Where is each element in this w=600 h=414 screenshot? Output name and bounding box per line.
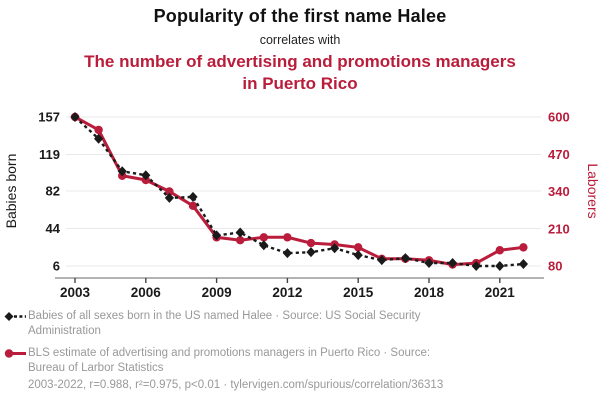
- data-point-diamond: [164, 192, 174, 203]
- data-point-diamond: [424, 258, 434, 269]
- left-axis-title: Babies born: [3, 154, 19, 229]
- legend-label-wrap: Bureau of Larbor Statistics: [28, 361, 164, 374]
- chart-legend: Babies of all sexes born in the US named…: [4, 309, 592, 383]
- chart-area: 2003 2006 2009 2012 2015 2018 2021 157 119 82 44 6 B…: [0, 100, 600, 306]
- x-tick-label: 2015: [343, 285, 374, 300]
- correlates-with-text: correlates with: [259, 33, 341, 47]
- x-tick-label: 2009: [202, 285, 232, 300]
- data-point-diamond: [471, 261, 481, 271]
- data-point-circle: [188, 201, 198, 211]
- data-point-diamond: [188, 191, 198, 202]
- data-point-circle: [495, 246, 504, 255]
- data-point-diamond: [330, 243, 340, 254]
- data-point-diamond: [518, 259, 528, 270]
- data-point-diamond: [94, 133, 104, 144]
- data-point-diamond: [141, 170, 151, 181]
- page-subtitle: The number of advertising and promotions…: [84, 52, 516, 93]
- stats-footer: 2003-2022, r=0.988, r²=0.975, p<0.01 · t…: [28, 379, 444, 391]
- legend-label: BLS estimate of advertising and promotio…: [28, 346, 431, 359]
- data-point-diamond: [306, 247, 316, 258]
- x-tick-label: 2003: [60, 285, 91, 300]
- left-axis: 157 119 82 44 6 Babies born: [3, 110, 61, 274]
- data-point-circle: [306, 238, 316, 248]
- chart-header: Popularity of the first name Halee corre…: [0, 6, 600, 95]
- data-point-circle: [259, 233, 268, 242]
- x-tick-label: 2018: [414, 285, 445, 300]
- data-point-diamond: [377, 255, 387, 266]
- data-point-circle: [354, 243, 363, 252]
- data-point-circle: [94, 125, 103, 135]
- legend-item-babies: Babies of all sexes born in the US named…: [4, 309, 592, 339]
- data-point-diamond: [212, 230, 222, 241]
- right-tick-label: 80: [548, 259, 562, 274]
- x-tick-label: 2021: [485, 285, 516, 300]
- right-tick-label: 210: [548, 221, 570, 236]
- data-point-diamond: [235, 227, 245, 238]
- x-tick-label: 2012: [272, 285, 302, 300]
- data-point-diamond: [70, 112, 80, 122]
- left-tick-label: 119: [39, 147, 60, 162]
- x-axis: 2003 2006 2009 2012 2015 2018 2021: [55, 277, 544, 300]
- legend-label-wrap: Administration: [28, 324, 101, 337]
- data-point-diamond: [117, 166, 127, 177]
- data-point-diamond: [448, 258, 458, 269]
- data-point-diamond: [282, 248, 292, 259]
- data-point-circle: [165, 187, 174, 196]
- legend-item-laborers: BLS estimate of advertising and promotio…: [4, 346, 592, 376]
- right-tick-label: 340: [548, 184, 570, 199]
- data-point-diamond: [400, 253, 410, 264]
- data-point-circle: [236, 236, 245, 245]
- left-tick-label: 44: [46, 221, 61, 236]
- page-title: Popularity of the first name Halee: [153, 6, 447, 26]
- series-babies: [70, 112, 528, 271]
- legend-label: Babies of all sexes born in the US named…: [28, 310, 421, 322]
- right-axis-title: Laborers: [585, 163, 600, 218]
- data-point-circle: [519, 243, 528, 252]
- left-tick-label: 6: [53, 259, 60, 274]
- right-tick-label: 600: [548, 110, 570, 125]
- circle-series-marker-icon: [4, 349, 26, 358]
- left-tick-label: 157: [38, 110, 60, 125]
- data-point-diamond: [259, 240, 269, 251]
- gridlines: [66, 116, 541, 267]
- diamond-series-marker-icon: [4, 312, 26, 321]
- data-point-diamond: [495, 261, 505, 271]
- x-tick-label: 2006: [131, 285, 162, 300]
- data-point-diamond: [353, 250, 363, 261]
- left-tick-label: 82: [46, 184, 60, 199]
- right-axis: 600 470 340 210 80 Laborers: [548, 110, 600, 274]
- data-point-circle: [283, 233, 292, 242]
- chart-canvas: 2003 2006 2009 2012 2015 2018 2021 157 119 82 44 6 B…: [3, 110, 600, 301]
- right-tick-label: 470: [548, 147, 570, 162]
